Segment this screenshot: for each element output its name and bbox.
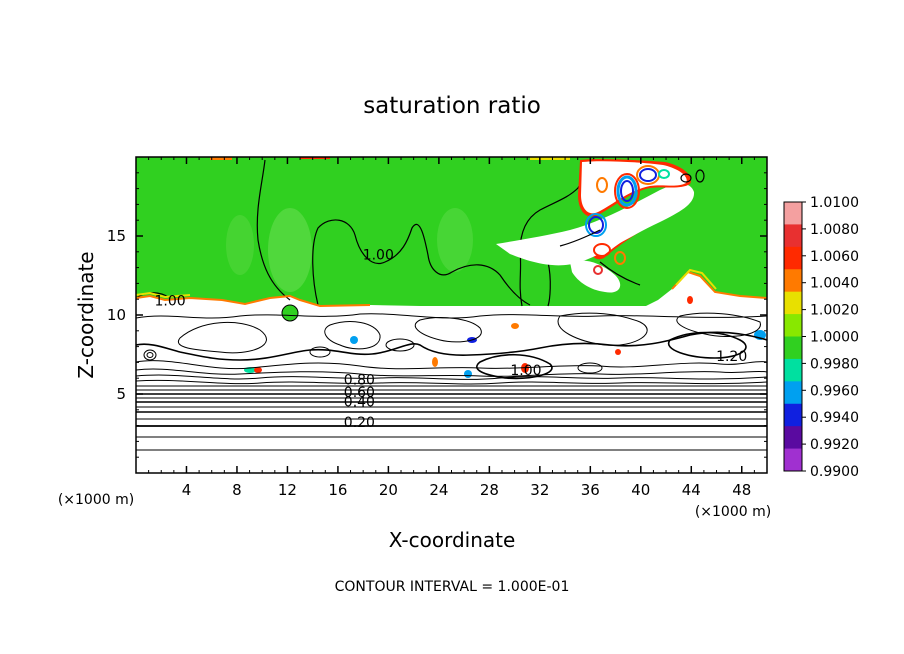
color-blob	[254, 367, 262, 373]
colorbar: 1.0100 1.0080 1.0060 1.0040 1.0020 1.0000 0.99…	[783, 195, 859, 480]
y-tick-label: 15	[107, 227, 126, 245]
colorbar-segment	[784, 269, 802, 293]
colorbar-label: 1.0020	[810, 303, 859, 319]
contour-label: 0.60	[344, 385, 375, 401]
contour-line	[256, 159, 291, 301]
colorbar-label: 0.9960	[810, 383, 859, 399]
x-tick-label: 24	[429, 481, 448, 499]
z-unit-label: (×1000 m)	[58, 492, 134, 508]
contour-line	[136, 313, 767, 319]
contour-label: 1.20	[716, 349, 747, 365]
contour-line	[577, 362, 603, 374]
colorbar-label: 1.0080	[810, 222, 859, 238]
boundary-fringe	[675, 268, 717, 290]
x-tick-label: 32	[530, 481, 549, 499]
x-tick-label: 12	[278, 481, 297, 499]
x-tick-label: 28	[480, 481, 499, 499]
x-tick-label: 40	[631, 481, 650, 499]
contour-line	[136, 374, 767, 380]
color-blob	[464, 370, 472, 378]
contour-line	[667, 331, 747, 359]
colorbar-segment	[784, 448, 802, 472]
colorbar-segment	[784, 224, 802, 248]
contour-label: 0.40	[344, 395, 375, 411]
chart-title: saturation ratio	[363, 93, 541, 119]
color-blob	[350, 336, 358, 344]
y-tick-label: 10	[107, 306, 126, 324]
colorbar-label: 0.9920	[810, 437, 859, 453]
contour-line	[547, 261, 551, 307]
contour-label: 1.00	[363, 248, 394, 264]
light-green-patch	[268, 208, 312, 292]
contour-line	[312, 219, 531, 306]
colorbar-label: 0.9900	[810, 464, 859, 480]
color-blob	[615, 349, 621, 355]
boundary-fringe	[210, 157, 232, 160]
y-axis-title: Z-coordinate	[74, 251, 98, 378]
colorbar-segment	[784, 291, 802, 315]
x-tick-label: 36	[581, 481, 600, 499]
contour-line	[136, 331, 767, 361]
contour-line	[177, 321, 267, 354]
boundary-fringe	[530, 157, 570, 160]
colorbar-segment	[784, 314, 802, 337]
contour-line	[557, 312, 648, 346]
contour-labels: 0.20 0.400.600.80 1.00 1.20 1.00 1.00	[154, 248, 747, 431]
contour-line	[146, 352, 154, 358]
contour-label: 0.20	[344, 415, 375, 431]
boundary-fringe	[136, 291, 191, 299]
contour-label: 1.00	[154, 294, 185, 310]
color-blob	[511, 323, 519, 329]
contour-line	[324, 321, 381, 350]
light-green-patch	[226, 215, 254, 275]
contour-line	[136, 379, 767, 385]
colorbar-segment	[784, 202, 802, 225]
colorbar-segment	[784, 358, 802, 382]
x-tick-label: 20	[379, 481, 398, 499]
plot-area	[136, 157, 767, 473]
color-blob	[432, 357, 438, 367]
x-tick-label: 4	[182, 481, 192, 499]
x-tick-label: 8	[232, 481, 242, 499]
x-axis-title: X-coordinate	[389, 528, 516, 552]
colorbar-label: 1.0000	[810, 330, 859, 346]
colorbar-segment	[784, 246, 802, 270]
cloud-feature	[496, 159, 705, 293]
contour-line	[414, 317, 482, 343]
contour-label: 0.80	[344, 373, 375, 389]
colorbar-label: 1.0040	[810, 276, 859, 292]
light-green-patch	[437, 208, 473, 272]
contour-line	[136, 368, 767, 377]
contour-line	[385, 338, 415, 352]
colorbar-label: 0.9980	[810, 356, 859, 372]
colorbar-label: 0.9940	[810, 410, 859, 426]
x-unit-label: (×1000 m)	[695, 504, 771, 520]
colorbar-label: 1.0100	[810, 195, 859, 211]
colorbar-segment	[784, 381, 802, 405]
y-tick-label: 5	[116, 385, 126, 403]
x-tick-label: 44	[682, 481, 701, 499]
x-axis: 4 8 12 16 20 24 28 32 36 40 44 48	[148, 157, 755, 499]
contour-line	[676, 312, 761, 337]
contour-label: 1.00	[510, 363, 541, 379]
colorbar-segment	[784, 403, 802, 427]
y-axis: 5 10 15	[107, 172, 767, 458]
x-tick-label: 16	[328, 481, 347, 499]
contour-line	[136, 360, 767, 370]
colorbar-label: 1.0060	[810, 249, 859, 265]
contour-line	[143, 349, 157, 361]
color-blob	[687, 296, 693, 304]
contour-line	[309, 346, 331, 358]
color-blob	[281, 304, 299, 322]
colorbar-segment	[784, 426, 802, 450]
boundary-fringe	[136, 294, 371, 308]
colorbar-segment	[784, 336, 802, 360]
contour-interval-text: CONTOUR INTERVAL = 1.000E-01	[335, 579, 570, 595]
x-tick-label: 48	[732, 481, 751, 499]
boundary-fringe	[300, 157, 330, 159]
